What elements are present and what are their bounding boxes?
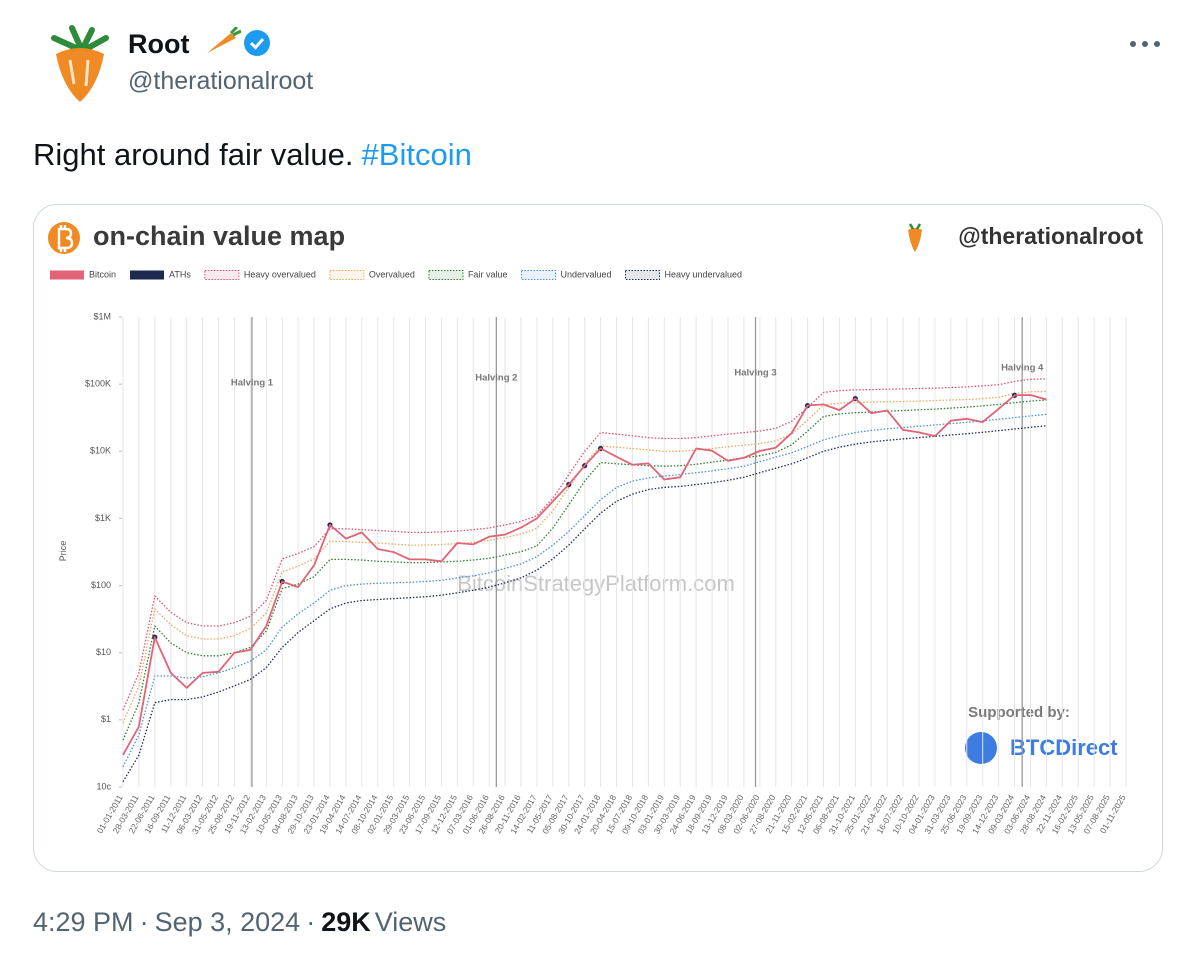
author-name[interactable]: Root <box>128 25 271 60</box>
sponsor-name: BTCDirect <box>1010 735 1118 760</box>
legend-swatch <box>50 270 84 280</box>
more-button[interactable] <box>1128 38 1162 50</box>
credit-icon <box>908 223 922 252</box>
legend-swatch <box>130 270 165 280</box>
annotation: Halving 4 <box>1001 363 1044 374</box>
annotation: Halving 1 <box>231 378 274 389</box>
carrot-emoji <box>207 25 242 53</box>
annotation: Halving 2 <box>475 373 517 384</box>
watermark: BitcoinStrategyPlatform.com <box>457 571 735 596</box>
bitcoin-icon-glyph <box>57 225 74 252</box>
y-tick-label: $1M <box>93 311 111 321</box>
post-meta: 4:29 PM · Sep 3, 2024 · 29K Views <box>33 907 452 938</box>
post-time[interactable]: 4:29 PM <box>33 907 134 937</box>
chart-credit: @therationalroot <box>958 223 1143 249</box>
legend-swatch <box>520 270 556 280</box>
legend-swatch <box>329 270 365 280</box>
legend-swatch <box>625 270 660 280</box>
y-tick-label: $1 <box>101 714 111 724</box>
legend-label: Fair value <box>468 269 508 279</box>
author-handle[interactable]: @therationalroot <box>128 67 314 95</box>
y-tick-label: 10c <box>96 781 111 791</box>
sponsor-logo <box>965 732 997 764</box>
chart: on-chain value map @therationalroot Pric… <box>48 221 1143 836</box>
y-tick-label: $10 <box>96 647 111 657</box>
valuation-band-line <box>122 399 1047 741</box>
valuation-band-line <box>122 378 1047 711</box>
post-text-body: Right around fair value. <box>33 137 354 172</box>
view-count: 29K <box>321 907 371 937</box>
post-text: Right around fair value. #Bitcoin <box>33 137 472 173</box>
annotation: Halving 3 <box>734 368 776 379</box>
y-tick-label: $100 <box>91 580 111 590</box>
legend-label: Overvalued <box>369 269 415 279</box>
y-tick-label: $10K <box>90 446 111 456</box>
legend-label: Bitcoin <box>89 269 116 279</box>
valuation-band-line <box>122 425 1047 783</box>
y-tick-label: $1K <box>95 513 111 523</box>
legend-label: Heavy undervalued <box>665 269 743 279</box>
hashtag[interactable]: #Bitcoin <box>361 137 472 172</box>
verified-badge <box>244 30 270 56</box>
legend-swatch <box>428 270 464 280</box>
legend-label: Heavy overvalued <box>244 269 316 279</box>
media-card[interactable]: on-chain value map @therationalroot Pric… <box>33 204 1163 872</box>
price-line <box>122 394 1047 756</box>
legend-swatch <box>204 270 240 280</box>
post-date[interactable]: Sep 3, 2024 <box>154 907 301 937</box>
avatar[interactable] <box>40 24 118 104</box>
chart-title: on-chain value map <box>93 221 345 251</box>
legend-label: ATHs <box>169 269 191 279</box>
views-label: Views <box>374 907 447 937</box>
legend-label: Undervalued <box>560 269 611 279</box>
separator: · <box>139 907 149 937</box>
y-axis-label: Price <box>58 541 68 562</box>
sponsor-label: Supported by: <box>968 704 1070 721</box>
separator: · <box>306 907 316 937</box>
y-tick-label: $100K <box>85 379 111 389</box>
author-name-text[interactable]: Root <box>128 29 190 59</box>
